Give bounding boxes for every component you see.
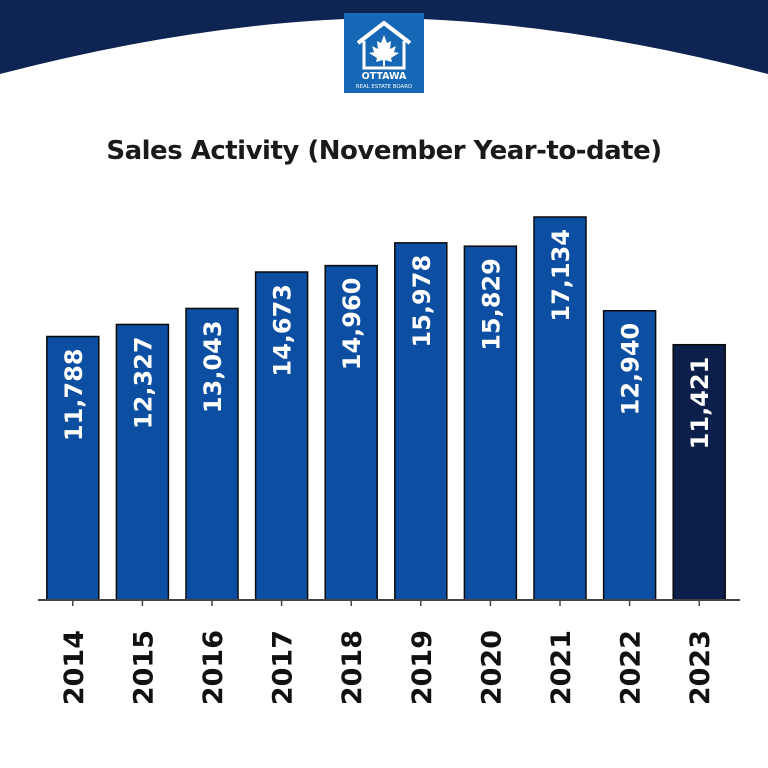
bar-2022 [602, 309, 657, 601]
x-tick-label-2014: 2014 [59, 630, 90, 705]
x-tick-label-2020: 2020 [476, 630, 507, 705]
house-roof-icon [356, 20, 412, 45]
maple-leaf-icon [369, 35, 399, 66]
x-tick-label-2016: 2016 [198, 630, 229, 705]
bar-2015 [115, 323, 170, 601]
logo-line1: OTTAWA [362, 71, 407, 82]
chart-title: Sales Activity (November Year-to-date) [106, 136, 662, 166]
x-tick-label-2022: 2022 [616, 630, 647, 705]
house-walls-icon [362, 41, 406, 70]
value-label-2018: 14,960 [338, 278, 366, 371]
value-label-2019: 15,978 [408, 255, 436, 348]
bar-2019 [394, 242, 448, 601]
value-label-2017: 14,673 [269, 284, 297, 377]
value-label-2022: 12,940 [617, 323, 645, 416]
logo-line2: REAL ESTATE BOARD [356, 84, 412, 90]
value-label-2020: 15,829 [477, 258, 505, 351]
x-tick-label-2015: 2015 [128, 630, 159, 705]
x-tick-label-2019: 2019 [407, 630, 438, 705]
value-label-2023: 11,421 [686, 357, 714, 450]
value-label-2021: 17,134 [547, 229, 575, 322]
x-tick-label-2018: 2018 [337, 630, 368, 705]
ottawa-real-estate-board-logo: OTTAWA REAL ESTATE BOARD [344, 13, 424, 93]
bar-2017 [254, 271, 309, 601]
value-label-2016: 13,043 [199, 320, 227, 413]
bar-2018 [324, 264, 378, 601]
header-band [0, 0, 768, 74]
bar-2023 [672, 343, 726, 601]
x-tick-label-2023: 2023 [685, 630, 716, 705]
value-label-2015: 12,327 [129, 336, 157, 429]
x-tick-label-2021: 2021 [546, 630, 577, 705]
bar-2021 [533, 216, 587, 601]
value-label-2014: 11,788 [60, 349, 88, 442]
x-tick-label-2017: 2017 [268, 630, 299, 705]
header-shape [0, 0, 768, 74]
